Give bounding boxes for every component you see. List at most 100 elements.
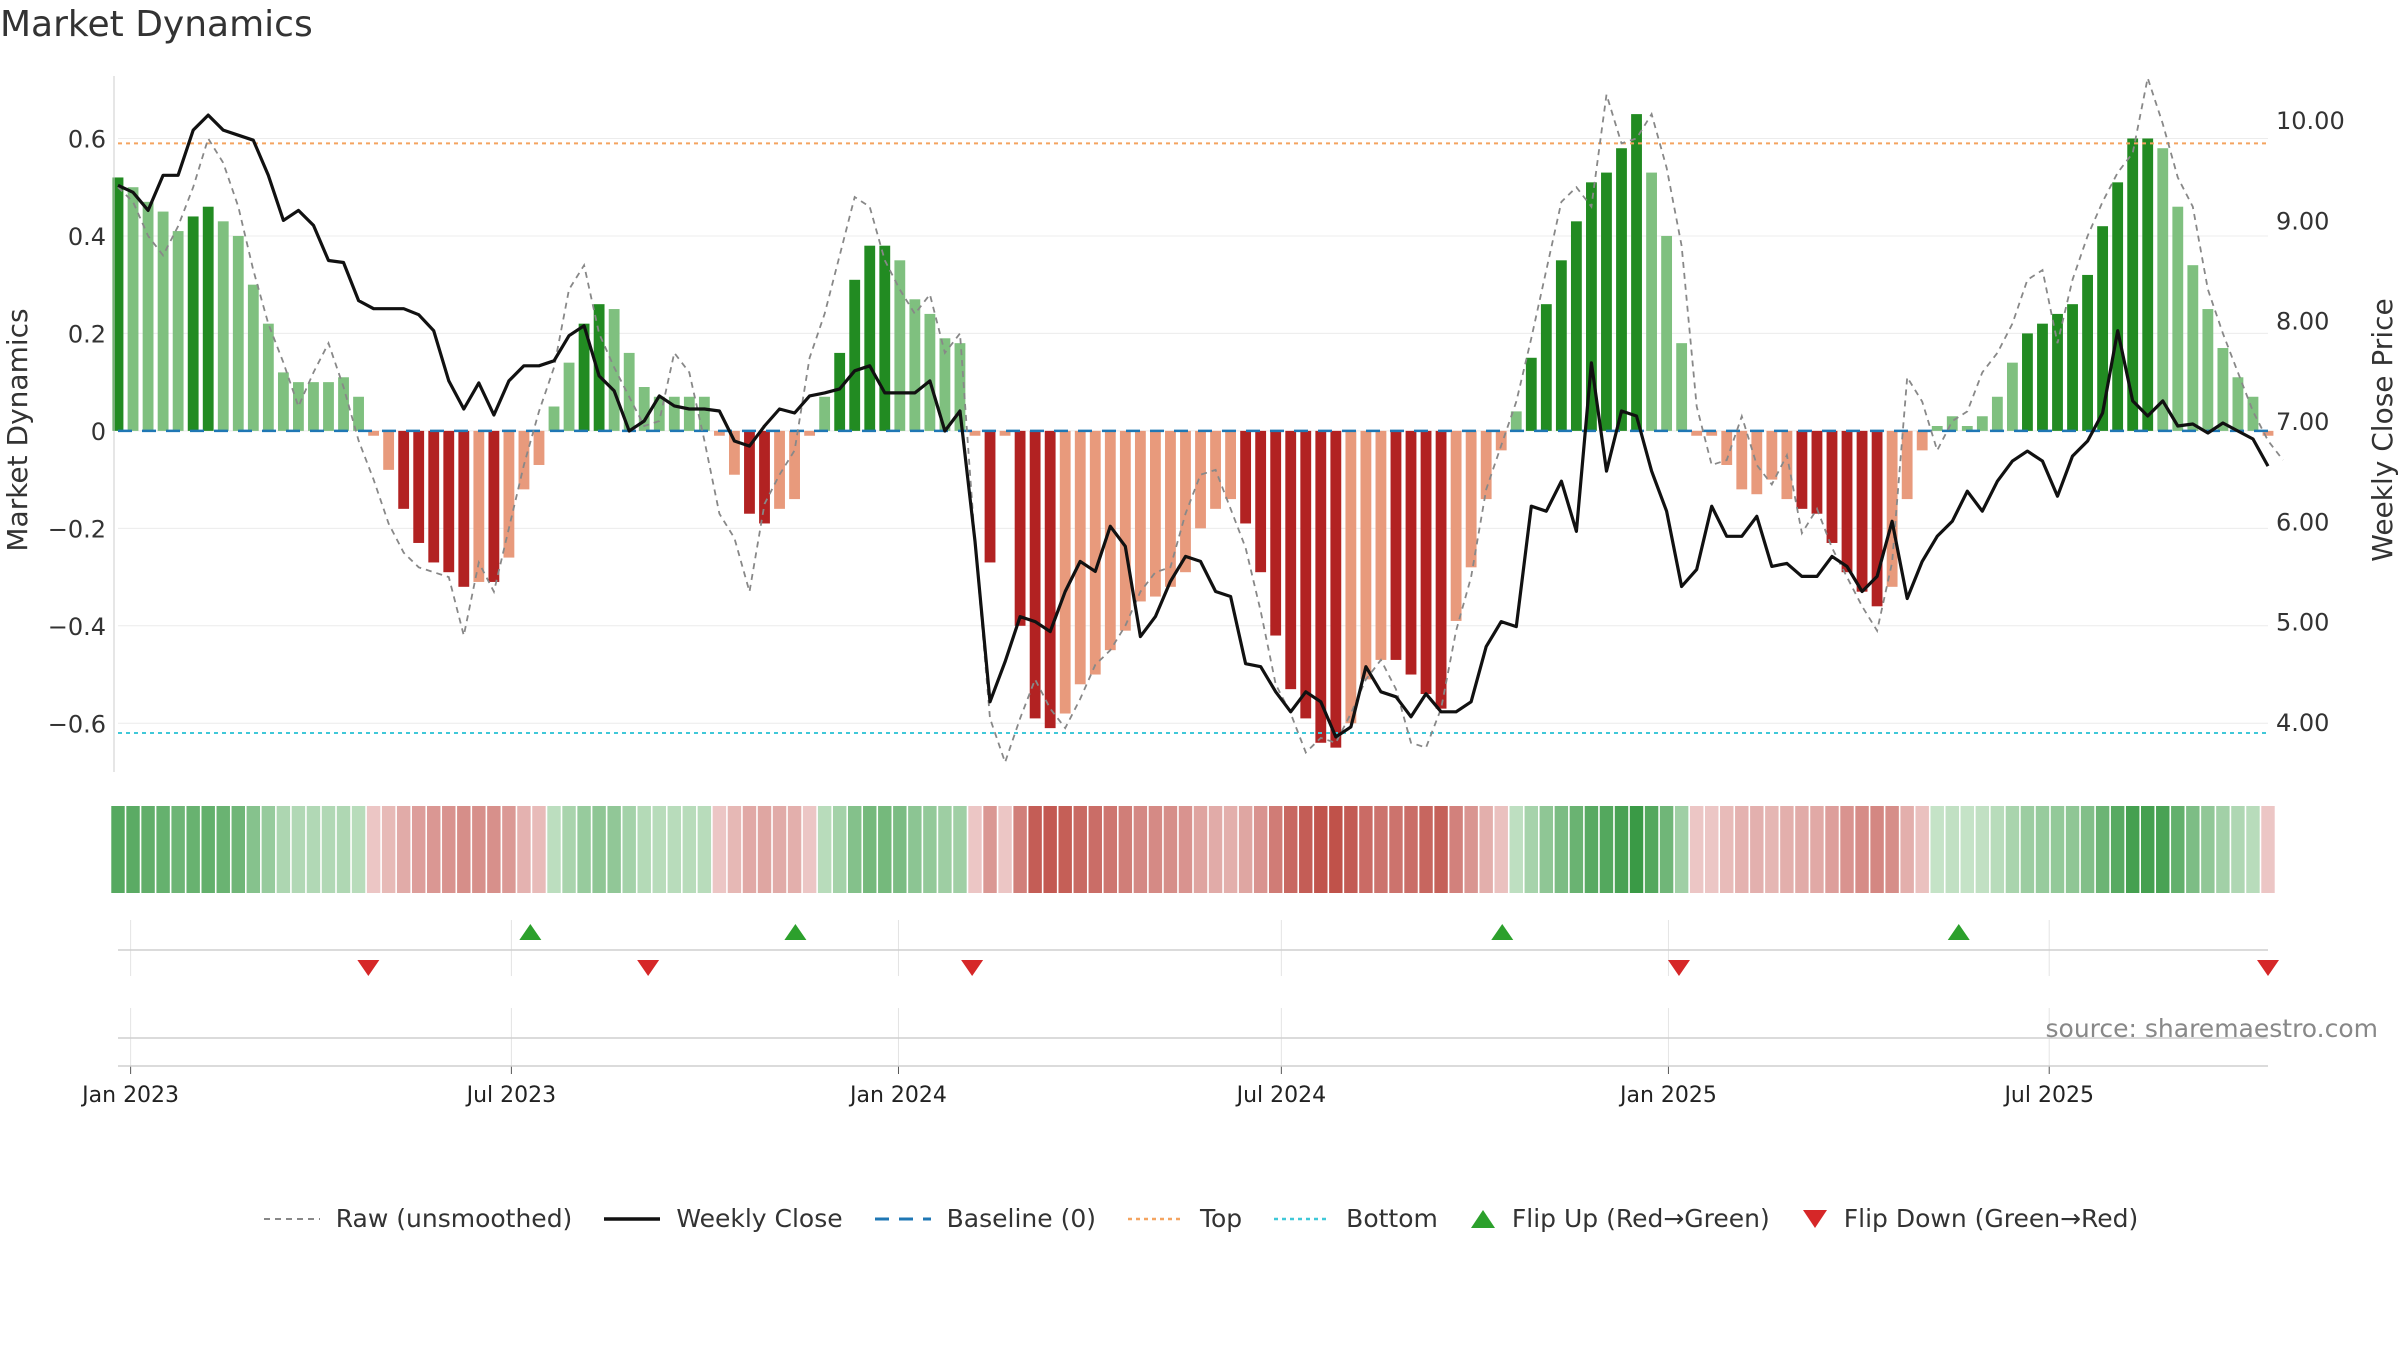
legend-item-close: Weekly Close [602, 1204, 843, 1233]
weekly-close-line [117, 113, 2270, 739]
y2-tick-label: 9.00 [2276, 207, 2329, 235]
bar [1119, 430, 1131, 631]
bar [353, 396, 364, 431]
flip-down-marker [357, 960, 380, 976]
bar [1540, 304, 1552, 431]
bar [1570, 221, 1582, 431]
heat-cell [1449, 806, 1463, 893]
solid-black-line-icon [604, 1216, 661, 1221]
heat-cell [321, 806, 336, 893]
heat-cell [998, 806, 1012, 893]
heat-cell [863, 806, 877, 893]
heat-cell [2171, 806, 2185, 893]
heat-cell [772, 806, 787, 893]
heat-strip [111, 806, 2275, 893]
heat-cell [1073, 806, 1087, 893]
bar [2067, 304, 2078, 431]
bar [277, 372, 289, 431]
bar [864, 245, 876, 431]
heat-cell [983, 806, 997, 893]
heat-cell [2125, 806, 2140, 893]
bar [217, 221, 229, 431]
bar [1225, 430, 1236, 500]
heat-cell [1584, 806, 1599, 893]
bar [1631, 114, 1642, 431]
heat-cell [2141, 806, 2155, 893]
bar [2022, 333, 2033, 431]
heat-cell [216, 806, 230, 893]
heat-cell [261, 806, 276, 893]
x-tick-label: Jul 2025 [2002, 1083, 2094, 1108]
heat-cell [1344, 806, 1358, 893]
y-tick-label: 0.2 [68, 320, 106, 348]
bar [1465, 430, 1477, 568]
bar [879, 245, 891, 431]
x-axis: Jan 2023 Jul 2023 Jan 2024 Jul 2024 Jan 2025… [80, 1037, 2268, 1108]
heat-cell [1960, 806, 1975, 893]
heat-cell [442, 806, 456, 893]
bar [894, 260, 906, 431]
heat-cell [1674, 806, 1689, 893]
bar [969, 430, 981, 436]
bar [1616, 148, 1627, 431]
bar [2232, 377, 2244, 431]
heat-cell [607, 806, 621, 893]
heat-cell [411, 806, 426, 893]
legend-label: Flip Up (Red→Green) [1511, 1204, 1770, 1233]
y2-tick-label: 8.00 [2276, 308, 2329, 336]
bar [1059, 430, 1071, 714]
heat-cell [2080, 806, 2095, 893]
bar [338, 377, 349, 431]
bar [2112, 182, 2124, 431]
bar [924, 313, 936, 431]
bar [1195, 430, 1206, 529]
bar [2202, 309, 2214, 431]
heat-cell [1404, 806, 1418, 893]
bar [1315, 430, 1327, 743]
bar [638, 387, 650, 431]
bar [1044, 430, 1056, 729]
bar [323, 382, 334, 431]
bar [518, 430, 530, 490]
bar [142, 201, 154, 431]
y-tick-label: 0.6 [68, 125, 106, 153]
heat-cell [1885, 806, 1899, 893]
bar [1736, 430, 1748, 490]
bar [1961, 426, 1973, 431]
heat-cell [2246, 806, 2260, 893]
bar [1240, 430, 1252, 524]
heat-cell [1509, 806, 1523, 893]
bar [1300, 430, 1312, 719]
bar [368, 430, 380, 436]
bar [383, 430, 395, 470]
bar [593, 304, 605, 431]
bar [1976, 416, 1988, 431]
bar [1916, 430, 1928, 451]
bar [1991, 396, 2003, 431]
heat-cell [1163, 806, 1178, 893]
bar [488, 430, 500, 582]
bar [443, 430, 455, 573]
bar [1886, 430, 1898, 587]
bar [1691, 430, 1703, 436]
dashed-grey-line-icon [263, 1217, 320, 1220]
bar [1420, 430, 1432, 695]
bar [834, 352, 846, 431]
bar [1074, 430, 1086, 685]
bar [1270, 430, 1282, 636]
bar [548, 406, 560, 431]
heat-cell [2186, 806, 2200, 893]
heat-cell [1855, 806, 1869, 893]
heat-cell [1329, 806, 1343, 893]
bar [1405, 430, 1417, 675]
heat-cell [1389, 806, 1403, 893]
heat-cell [1178, 806, 1193, 893]
bar [1931, 426, 1943, 431]
bar [1330, 430, 1342, 748]
heat-cell [817, 806, 832, 893]
raw-series [117, 74, 2284, 766]
bar [293, 382, 304, 431]
flip-down-marker [637, 960, 660, 976]
heat-cell [1795, 806, 1809, 893]
